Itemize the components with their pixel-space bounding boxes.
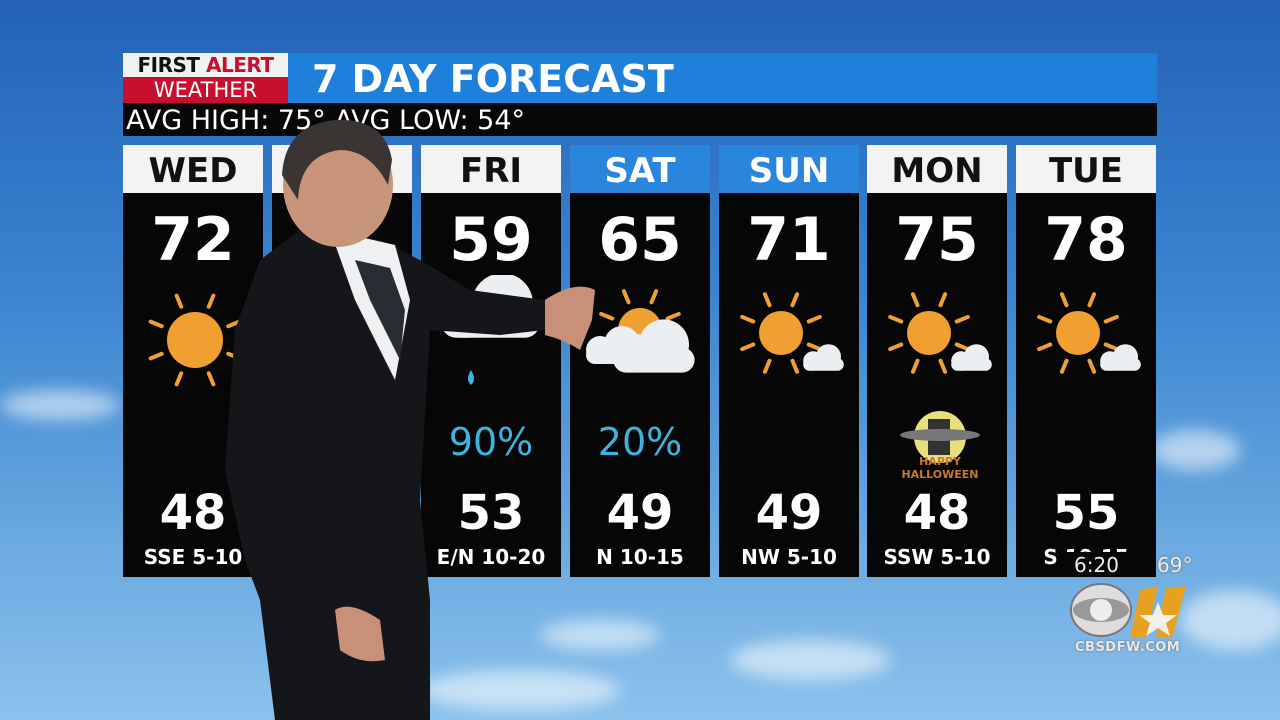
mostly-sunny-icon bbox=[740, 292, 844, 374]
high-temp: 78 bbox=[1044, 205, 1128, 275]
averages-bar: AVG HIGH: 75° AVG LOW: 54° bbox=[123, 103, 1157, 136]
low-temp: 48 bbox=[159, 485, 227, 541]
day-label: FRI bbox=[421, 145, 561, 193]
high-temp: 65 bbox=[598, 205, 682, 275]
svg-text:HAPPY: HAPPY bbox=[919, 455, 962, 468]
first-alert-weather-logo: FIRST ALERT WEATHER bbox=[123, 53, 288, 103]
precip-chance: 20% bbox=[597, 420, 683, 464]
forecast-day-sat: SAT 65 20% 49 N 10-15 bbox=[570, 145, 710, 577]
clock: 6:20 bbox=[1064, 552, 1156, 577]
website: CBSDFW.COM bbox=[1075, 640, 1181, 655]
svg-text:HALLOWEEN: HALLOWEEN bbox=[901, 468, 978, 481]
high-temp: 71 bbox=[747, 205, 831, 275]
partly-cloudy-icon bbox=[586, 289, 695, 373]
forecast-day-tue: TUE 78 55 S 10-15 bbox=[1016, 145, 1156, 577]
high-temp: 75 bbox=[895, 205, 979, 275]
day-label: SUN bbox=[719, 145, 859, 193]
forecast-day-sun: SUN 71 49 NW 5-10 bbox=[719, 145, 859, 577]
precip-chance: 90% bbox=[448, 420, 534, 464]
page-title: 7 DAY FORECAST bbox=[312, 57, 674, 101]
low-temp: 49 bbox=[606, 485, 674, 541]
wind: NW 5-10 bbox=[741, 545, 837, 569]
wind: N 10-15 bbox=[596, 545, 684, 569]
mostly-sunny-icon bbox=[1037, 292, 1141, 374]
low-temp: 49 bbox=[755, 485, 823, 541]
low-temp: 53 bbox=[457, 485, 525, 541]
day-label: WED bbox=[123, 145, 263, 193]
current-temperature: 69° bbox=[1157, 553, 1193, 577]
forecast-day-mon: MON 75 48 SSW 5-10 HAPPY HALLOWEEN bbox=[867, 145, 1007, 577]
mostly-sunny-icon bbox=[888, 292, 992, 374]
day-label: MON bbox=[867, 145, 1007, 193]
title-bar bbox=[123, 53, 1157, 103]
low-temp: 48 bbox=[903, 485, 971, 541]
logo-weather: WEATHER bbox=[123, 77, 288, 103]
logo-first: FIRST bbox=[137, 53, 200, 77]
high-temp: 72 bbox=[151, 205, 235, 275]
day-label: TUE bbox=[1016, 145, 1156, 193]
wind: SSW 5-10 bbox=[883, 545, 991, 569]
low-temp: 55 bbox=[1052, 485, 1120, 541]
high-temp: 59 bbox=[449, 205, 533, 275]
wind: SSE 5-10 bbox=[143, 545, 243, 569]
day-label: SAT bbox=[570, 145, 710, 193]
wind: E/N 10-20 bbox=[436, 545, 546, 569]
cbs11-logo bbox=[1070, 583, 1186, 638]
logo-alert: ALERT bbox=[206, 53, 274, 77]
